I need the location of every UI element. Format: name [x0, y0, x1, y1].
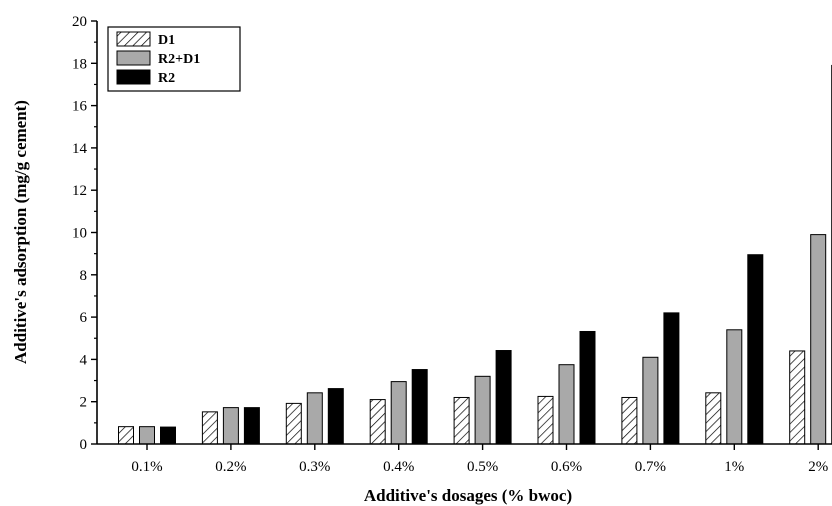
x-tick-label: 0.5% [467, 459, 498, 475]
bar-r2-0.7pct [663, 312, 680, 445]
bar-r2-0.3pct [327, 388, 344, 445]
x-tick-label: 0.4% [383, 459, 414, 475]
bar-r2-0.2pct [243, 407, 260, 445]
y-tick-label: 20 [72, 14, 87, 30]
legend: D1 R2+D1 R2 [107, 26, 241, 92]
y-axis-label: Additive's adsorption (mg/g cement) [11, 100, 30, 364]
bar-r2-1pct [747, 254, 764, 445]
bar-r2-0.6pct [579, 330, 596, 445]
legend-label: R2+D1 [158, 52, 200, 67]
legend-swatch [116, 69, 151, 85]
bar-r2-d1-1pct [726, 329, 743, 445]
y-tick-label: 0 [80, 437, 88, 453]
x-tick-label: 1% [724, 459, 744, 475]
y-tick-label: 4 [80, 352, 88, 368]
y-tick-label: 8 [80, 268, 88, 284]
bar-d1-0.1pct [118, 426, 134, 445]
bar-d1-0.7pct [621, 396, 638, 445]
x-tick-label: 0.1% [131, 459, 162, 475]
y-tick-label: 16 [72, 99, 88, 115]
x-tick-label: 0.3% [299, 459, 330, 475]
bar-d1-0.2pct [201, 411, 218, 445]
x-tick-label: 2% [808, 459, 828, 475]
legend-swatch [116, 31, 151, 47]
bar-r2-d1-0.5pct [474, 375, 491, 445]
legend-swatch [116, 50, 151, 66]
bar-r2-d1-0.3pct [306, 392, 323, 445]
x-tick-label: 0.2% [215, 459, 246, 475]
y-tick-label: 14 [72, 141, 88, 157]
bar-r2-d1-0.1pct [139, 426, 155, 445]
bar-r2-0.4pct [411, 369, 428, 445]
y-tick-label: 6 [80, 310, 88, 326]
legend-label: D1 [158, 33, 175, 48]
bar-r2-0.1pct [160, 426, 176, 445]
y-tick-label: 12 [72, 183, 87, 199]
ticks-group: 0 2 4 6 8 10 12 14 16 18 20 0.1% 0.2% 0.3% 0.4% 0.5% 0.6… [72, 14, 828, 475]
x-axis-label: Additive's dosages (% bwoc) [364, 486, 572, 505]
bar-d1-1pct [705, 392, 722, 445]
bar-r2-d1-0.7pct [642, 356, 659, 445]
x-tick-label: 0.7% [635, 459, 666, 475]
y-tick-label: 18 [72, 56, 87, 72]
bar-d1-0.6pct [537, 395, 554, 445]
y-tick-label: 2 [80, 395, 88, 411]
bar-r2-0.5pct [495, 350, 512, 445]
bar-d1-0.3pct [285, 402, 302, 445]
legend-label: R2 [158, 71, 175, 86]
bar-r2-d1-2pct [810, 234, 827, 445]
bar-d1-0.4pct [369, 399, 386, 445]
bar-d1-0.5pct [453, 396, 470, 445]
bar-r2-d1-0.6pct [558, 364, 575, 445]
bar-r2-d1-0.4pct [390, 381, 407, 445]
bars-group [118, 64, 832, 445]
bar-r2-d1-0.2pct [222, 407, 239, 445]
y-tick-label: 10 [72, 226, 87, 242]
bar-d1-2pct [789, 350, 806, 445]
x-tick-label: 0.6% [551, 459, 582, 475]
